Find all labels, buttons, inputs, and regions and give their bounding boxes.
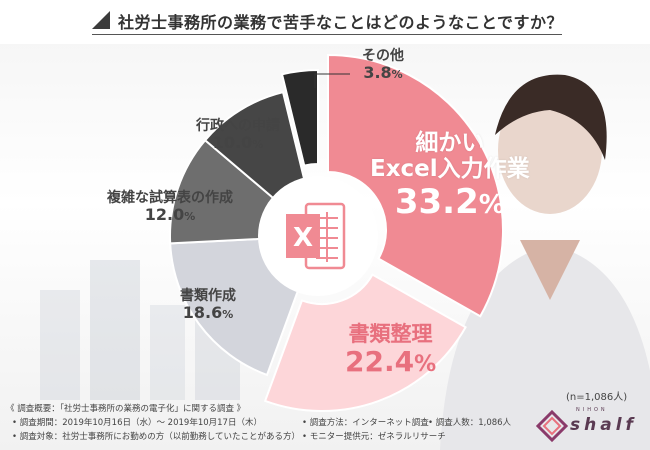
survey-period: • 調査期間：2019年10月16日（水）～ 2019年10月17日（木） xyxy=(12,418,262,428)
monitor-provider: • モニター提供元：ゼネラルリサーチ xyxy=(302,432,446,442)
title-triangle-icon xyxy=(92,11,110,29)
slice-category: 複雑な試算表の作成 xyxy=(107,190,233,206)
chart-title: 社労士事務所の業務で苦手なことはどのようなことですか？ xyxy=(118,13,564,32)
slice-label-trial-balance: 複雑な試算表の作成 12.0% xyxy=(107,190,233,224)
donut-slice xyxy=(280,68,319,167)
slice-label-government: 行政への申請 10.0% xyxy=(196,118,280,152)
donut-slice xyxy=(327,53,504,318)
survey-target: • 調査対象：社労士事務所にお勤めの方（以前勤務していたことがある方） xyxy=(12,432,300,442)
title-underline xyxy=(92,34,562,35)
slice-value: 18.6% xyxy=(182,303,234,323)
survey-overview: 《 調査概要：「社労士事務所の業務の電子化」に関する調査 》 xyxy=(6,404,246,414)
slice-value: 10.0% xyxy=(212,133,264,153)
donut-slice xyxy=(263,273,467,412)
slice-value: 33.2% xyxy=(394,181,505,222)
slice-value: 22.4% xyxy=(345,345,437,379)
slice-category: 書類整理 xyxy=(348,322,433,346)
logo-name: shalf xyxy=(570,415,637,435)
leader-line-other xyxy=(314,73,350,88)
slice-label-documents: 書類作成 18.6% xyxy=(180,288,236,322)
businesswoman-photo xyxy=(440,74,650,450)
slice-category: 書類作成 xyxy=(180,288,236,304)
excel-icon: X xyxy=(286,202,346,270)
slice-value: 12.0% xyxy=(144,205,196,225)
slice-label-filing: 書類整理 22.4% xyxy=(345,322,436,378)
survey-respondents: • 調査人数：1,086人 xyxy=(428,418,512,428)
excel-letter: X xyxy=(293,223,313,253)
logo-subtitle: NIHON xyxy=(576,407,608,413)
slice-category: その他 xyxy=(362,48,404,64)
title-bar: 社労士事務所の業務で苦手なことはどのようなことですか？ xyxy=(0,0,650,44)
slice-category: Excel入力作業 xyxy=(370,156,530,183)
sample-size: (n=1,086人) xyxy=(566,392,628,403)
slice-label-other: その他 3.8% xyxy=(362,48,404,82)
survey-method: • 調査方法：インターネット調査 xyxy=(302,418,429,428)
slice-category: 行政への申請 xyxy=(196,118,280,134)
slice-label-excel: 細かい Excel入力作業 33.2% xyxy=(370,130,530,222)
slice-value: 3.8% xyxy=(363,63,403,83)
shalf-logo-icon xyxy=(536,409,569,443)
slice-category: 細かい xyxy=(415,130,485,156)
